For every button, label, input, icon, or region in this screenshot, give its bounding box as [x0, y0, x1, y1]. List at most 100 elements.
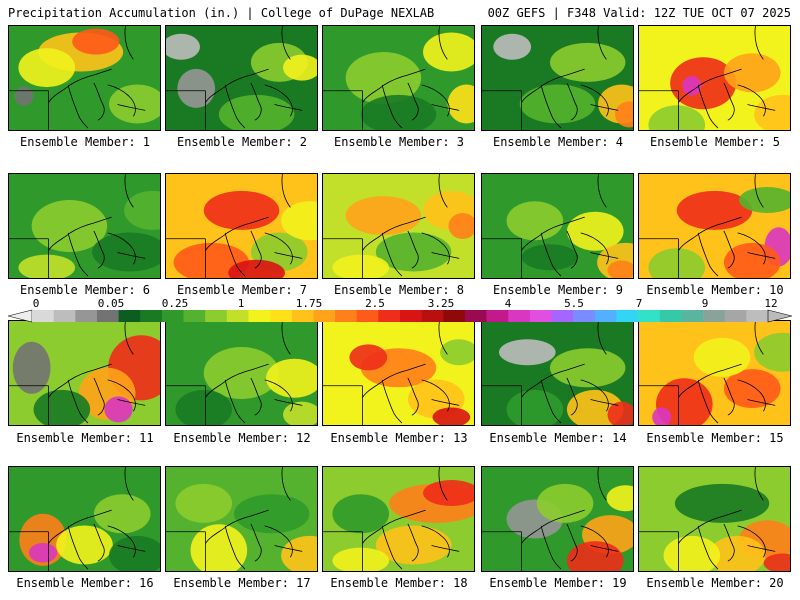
map-outline	[407, 377, 419, 416]
colorbar-tick-label: 12	[764, 297, 778, 310]
precip-area	[723, 242, 781, 278]
map-outline	[281, 321, 291, 355]
ensemble-map-8	[322, 173, 475, 279]
precip-area	[652, 407, 672, 425]
precip-area	[448, 213, 474, 239]
map-outline	[697, 525, 719, 570]
map-outline	[697, 379, 719, 424]
map-outline	[124, 467, 134, 501]
colorbar-swatch	[161, 310, 184, 322]
map-outline	[421, 232, 450, 265]
colorbar-swatch	[118, 310, 141, 322]
precip-area	[521, 244, 579, 271]
ensemble-member-label: Ensemble Member: 15	[646, 431, 784, 445]
map-outline	[590, 545, 619, 552]
precip-area	[166, 33, 200, 60]
colorbar-swatch	[400, 310, 422, 322]
map-outline	[274, 252, 303, 259]
map-outline	[205, 216, 269, 251]
precip-area	[177, 68, 216, 108]
ensemble-member-label: Ensemble Member: 16	[16, 576, 154, 590]
map-outline	[48, 68, 112, 103]
colorbar-swatch	[53, 310, 76, 322]
map-outline	[205, 68, 269, 103]
precip-area	[349, 344, 388, 371]
ensemble-map-11	[8, 320, 161, 426]
precip-area	[18, 48, 76, 88]
map-outline	[747, 104, 776, 111]
map-outline	[754, 26, 764, 60]
ensemble-map-1	[8, 25, 161, 131]
precip-area	[648, 105, 706, 130]
map-outline	[224, 379, 246, 424]
ensemble-map-15	[638, 320, 791, 426]
map-outline	[250, 82, 262, 121]
ensemble-map-18	[322, 466, 475, 572]
map-outline	[521, 68, 585, 103]
map-outline	[107, 232, 136, 265]
ensemble-member-label: Ensemble Member: 17	[173, 576, 311, 590]
map-outline	[224, 232, 246, 277]
map-outline	[566, 82, 578, 121]
map-outline	[754, 174, 764, 208]
map-outline	[723, 377, 735, 416]
ensemble-map-14	[481, 320, 634, 426]
map-outline	[737, 232, 766, 265]
map-outline	[48, 363, 112, 398]
map-outline	[264, 525, 293, 558]
precip-area	[281, 535, 317, 571]
map-outline	[521, 509, 585, 544]
map-outline	[205, 509, 269, 544]
colorbar-tick-label: 5.5	[564, 297, 584, 310]
ensemble-member-label: Ensemble Member: 5	[649, 135, 781, 149]
map-outline	[117, 545, 146, 552]
ensemble-map-12	[165, 320, 318, 426]
colorbar-swatch	[573, 310, 596, 322]
precip-area	[233, 494, 310, 534]
map-outline	[107, 84, 136, 117]
precip-area	[33, 389, 91, 425]
precip-area	[549, 42, 626, 82]
precip-area	[739, 187, 790, 213]
map-outline	[281, 26, 291, 60]
map-outline	[566, 377, 578, 416]
precip-area	[93, 494, 151, 534]
colorbar-tick-label: 1.75	[295, 297, 323, 310]
precip-area	[663, 535, 721, 571]
map-outline	[205, 363, 269, 398]
precip-area	[345, 52, 422, 104]
precip-area	[607, 401, 633, 425]
precip-area	[763, 553, 790, 571]
map-outline	[747, 399, 776, 406]
precip-area	[281, 201, 317, 241]
map-outline	[723, 523, 735, 562]
map-outline	[362, 363, 426, 398]
map-outline	[697, 84, 719, 129]
ensemble-member-label: Ensemble Member: 7	[176, 283, 308, 297]
precip-area	[375, 525, 452, 565]
precip-area	[92, 232, 160, 272]
map-outline	[281, 467, 291, 501]
colorbar-scale	[8, 309, 792, 323]
precip-area	[607, 260, 633, 278]
map-outline	[274, 104, 303, 111]
map-outline	[723, 230, 735, 269]
map-outline	[67, 84, 89, 129]
map-outline	[421, 379, 450, 412]
map-outline	[362, 68, 426, 103]
map-outline	[117, 104, 146, 111]
colorbar-swatch	[486, 310, 509, 322]
precip-area	[606, 485, 633, 512]
colorbar-swatch	[703, 310, 726, 322]
map-outline	[521, 363, 585, 398]
ensemble-map-9	[481, 173, 634, 279]
ensemble-map-3	[322, 25, 475, 131]
ensemble-member-label: Ensemble Member: 20	[646, 576, 784, 590]
map-outline	[431, 545, 460, 552]
precip-area	[332, 547, 390, 571]
map-outline	[93, 523, 105, 562]
ensemble-member-label: Ensemble Member: 6	[19, 283, 151, 297]
ensemble-member-label: Ensemble Member: 14	[489, 431, 627, 445]
map-outline	[431, 104, 460, 111]
map-outline	[224, 525, 246, 570]
